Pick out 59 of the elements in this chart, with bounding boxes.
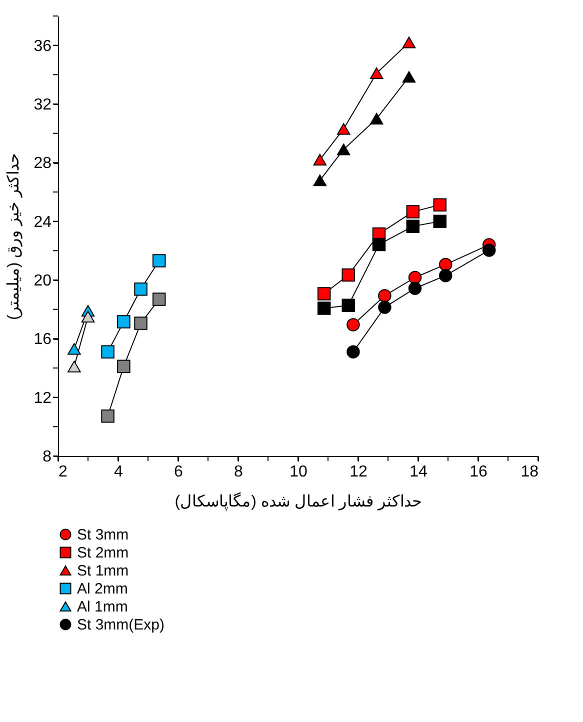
y-tick-label: 20 (34, 272, 52, 290)
y-tick-label: 8 (42, 448, 52, 466)
point (372, 238, 386, 252)
x-axis-title: حداکثر فشار اعمال شده (مگاپاسکال) (174, 492, 422, 510)
point (378, 289, 392, 302)
legend-label: St 2mm (77, 544, 129, 562)
point (370, 67, 384, 80)
legend-label: Al 2mm (77, 580, 128, 598)
point (117, 315, 130, 328)
point (433, 214, 447, 228)
point (342, 298, 356, 312)
point (378, 300, 392, 314)
point (313, 174, 327, 186)
point (336, 123, 350, 135)
x-tick-label: 16 (470, 464, 488, 480)
legend-label: St 1mm (77, 562, 129, 580)
point (406, 205, 420, 218)
x-tick-label: 4 (114, 464, 124, 480)
x-tick-label: 8 (234, 464, 244, 480)
point (101, 345, 114, 358)
point (317, 302, 331, 315)
point (433, 198, 447, 212)
point (134, 316, 148, 330)
y-tick-label: 24 (34, 214, 52, 231)
y-tick-label: 12 (34, 390, 52, 407)
point (152, 254, 166, 268)
point (402, 71, 416, 83)
point (152, 292, 166, 306)
y-tick-label: 16 (34, 331, 52, 348)
y-tick-label: 36 (34, 38, 52, 55)
y-tick-label: 28 (34, 155, 52, 172)
legend-label: St 3mm (77, 526, 129, 544)
point (402, 36, 416, 48)
point (342, 268, 356, 282)
point (408, 270, 422, 284)
x-tick-label: 14 (410, 464, 428, 480)
point (370, 112, 384, 124)
legend-label: Al 1mm (77, 598, 128, 616)
y-tick-label: 32 (34, 96, 52, 114)
point (408, 282, 422, 295)
point (406, 220, 420, 233)
x-tick-label: 18 (520, 464, 539, 480)
point (438, 268, 452, 282)
x-tick-label: 10 (290, 464, 308, 480)
point (117, 360, 130, 374)
point (336, 144, 350, 156)
y-axis-title: حداکثر خیز ورق (میلیمتر) (6, 153, 23, 320)
x-tick-label: 6 (174, 464, 184, 480)
point (482, 244, 496, 257)
point (317, 287, 331, 300)
point (438, 258, 452, 272)
point (101, 409, 114, 423)
point (134, 282, 148, 296)
point (346, 318, 360, 332)
x-tick-label: 12 (350, 464, 368, 480)
x-tick-label: 2 (58, 464, 68, 480)
point (313, 154, 327, 166)
legend-label: St 3mm(Exp) (77, 616, 165, 634)
point (346, 345, 360, 358)
